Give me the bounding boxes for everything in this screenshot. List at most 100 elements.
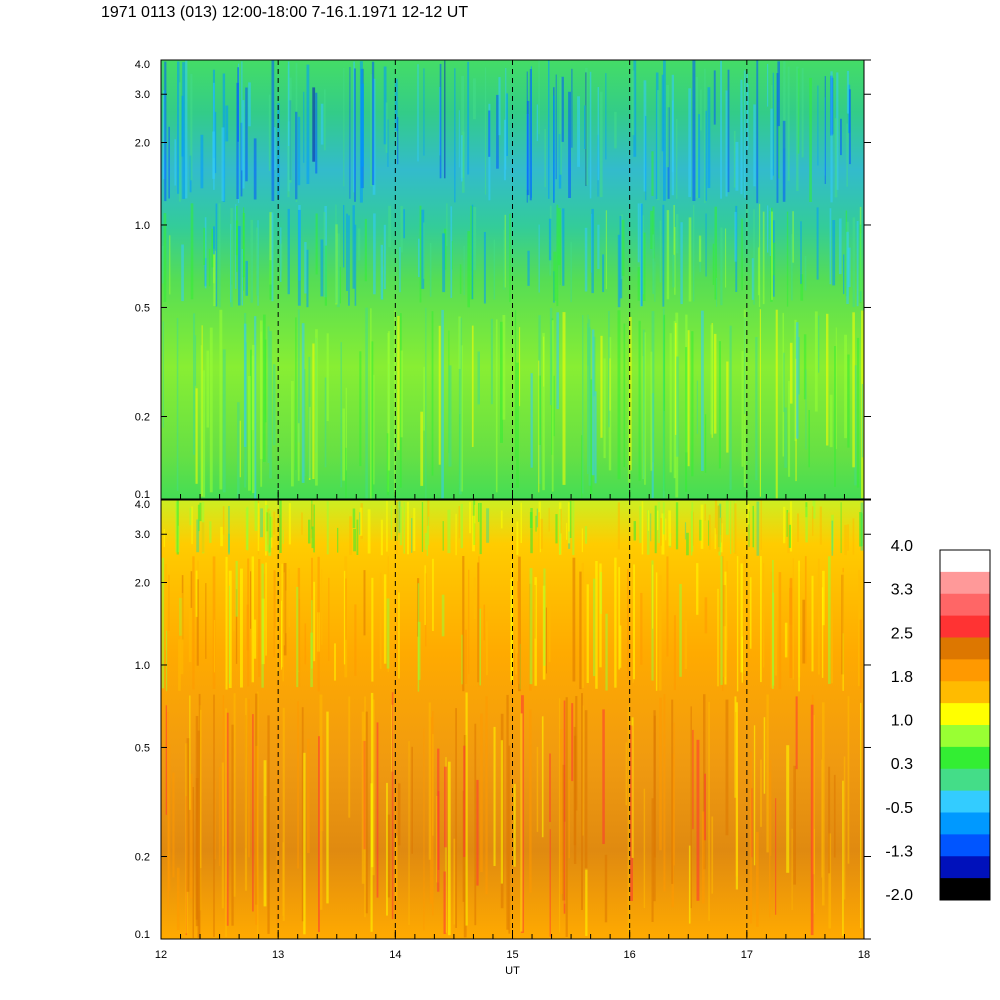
heatmap-streak	[698, 114, 701, 198]
heatmap-streak	[465, 629, 468, 684]
heatmap-streak	[289, 77, 292, 183]
heatmap-streak	[417, 583, 420, 692]
heatmap-streak	[225, 708, 228, 937]
heatmap-streak	[844, 334, 847, 439]
heatmap-streak	[181, 95, 184, 157]
heatmap-streak	[800, 221, 802, 284]
heatmap-streak	[674, 227, 676, 295]
heatmap-streak	[257, 691, 259, 939]
heatmap-streak	[828, 833, 832, 929]
heatmap-streak	[795, 322, 799, 439]
heatmap-streak	[287, 61, 290, 146]
heatmap-streak	[846, 123, 848, 187]
heatmap-streak	[388, 205, 391, 248]
heatmap-streak	[426, 500, 429, 556]
heatmap-streak	[255, 745, 259, 925]
heatmap-streak	[222, 349, 226, 493]
heatmap-streak	[734, 503, 737, 554]
heatmap-streak	[225, 105, 229, 142]
heatmap-streak	[248, 82, 251, 127]
heatmap-streak	[579, 571, 582, 690]
heatmap-streak	[605, 210, 607, 290]
heatmap-streak	[361, 711, 365, 884]
heatmap-streak	[810, 704, 814, 936]
heatmap-streak	[208, 248, 211, 287]
heatmap-streak	[242, 100, 245, 189]
heatmap-streak	[343, 570, 346, 665]
heatmap-streak	[791, 234, 793, 301]
heatmap-streak	[766, 694, 769, 853]
heatmap-streak	[260, 508, 263, 538]
heatmap-streak	[461, 75, 465, 178]
heatmap-streak	[251, 355, 254, 430]
heatmap-streak	[483, 232, 486, 304]
heatmap-streak	[814, 311, 818, 412]
heatmap-streak	[680, 222, 683, 305]
heatmap-streak	[282, 529, 284, 544]
heatmap-streak	[495, 319, 498, 493]
heatmap-streak	[562, 208, 565, 286]
heatmap-streak	[458, 506, 460, 539]
heatmap-streak	[584, 526, 588, 544]
colorbar-frame	[939, 549, 991, 901]
heatmap-streak	[538, 60, 540, 134]
heatmap-streak	[180, 593, 184, 675]
heatmap-streak	[281, 563, 283, 668]
heatmap-streak	[238, 226, 241, 306]
colorbar-swatch	[940, 593, 990, 617]
heatmap-streak	[549, 308, 553, 406]
heatmap-streak	[520, 713, 523, 932]
heatmap-streak	[665, 518, 667, 541]
heatmap-streak	[633, 60, 637, 157]
heatmap-streak	[701, 811, 705, 904]
heatmap-streak	[535, 515, 537, 532]
heatmap-streak	[296, 586, 299, 688]
heatmap-streak	[643, 232, 646, 301]
heatmap-streak	[383, 574, 387, 664]
heatmap-streak	[421, 209, 425, 289]
heatmap-streak	[304, 369, 306, 477]
heatmap-streak	[662, 204, 665, 307]
heatmap-streak	[568, 779, 570, 859]
heatmap-streak	[394, 310, 396, 496]
heatmap-streak	[177, 61, 180, 194]
heatmap-streak	[775, 798, 777, 915]
heatmap-streak	[471, 325, 474, 447]
heatmap-streak	[379, 572, 382, 669]
heatmap-streak	[753, 725, 756, 866]
heatmap-streak	[516, 362, 519, 488]
heatmap-streak	[458, 317, 462, 495]
heatmap-streak	[174, 139, 177, 186]
heatmap-streak	[828, 556, 831, 684]
heatmap-streak	[448, 761, 451, 936]
heatmap-streak	[462, 131, 465, 193]
heatmap-streak	[276, 729, 279, 925]
heatmap-streak	[540, 518, 543, 549]
heatmap-streak	[602, 254, 605, 293]
heatmap-streak	[777, 61, 780, 127]
heatmap-streak	[714, 528, 716, 549]
heatmap-streak	[417, 64, 419, 162]
heatmap-streak	[614, 111, 617, 149]
heatmap-streak	[741, 218, 743, 291]
heatmap-streak	[548, 60, 550, 199]
heatmap-streak	[754, 511, 756, 550]
heatmap-streak	[784, 622, 788, 658]
y-tick-label: 1.0	[135, 660, 150, 672]
heatmap-streak	[684, 522, 687, 540]
heatmap-streak	[480, 713, 483, 872]
heatmap-streak	[584, 105, 586, 149]
heatmap-streak	[673, 615, 676, 691]
heatmap-streak	[219, 309, 223, 490]
heatmap-streak	[235, 589, 238, 664]
heatmap-streak	[605, 73, 607, 160]
heatmap-streak	[746, 73, 748, 155]
y-tick-label: 2.0	[135, 577, 150, 589]
heatmap-streak	[233, 693, 236, 897]
heatmap-streak	[172, 772, 175, 878]
heatmap-streak	[432, 734, 434, 836]
heatmap-streak	[472, 515, 475, 552]
heatmap-streak	[477, 351, 480, 405]
heatmap-streak	[211, 228, 214, 268]
heatmap-streak	[811, 575, 814, 672]
